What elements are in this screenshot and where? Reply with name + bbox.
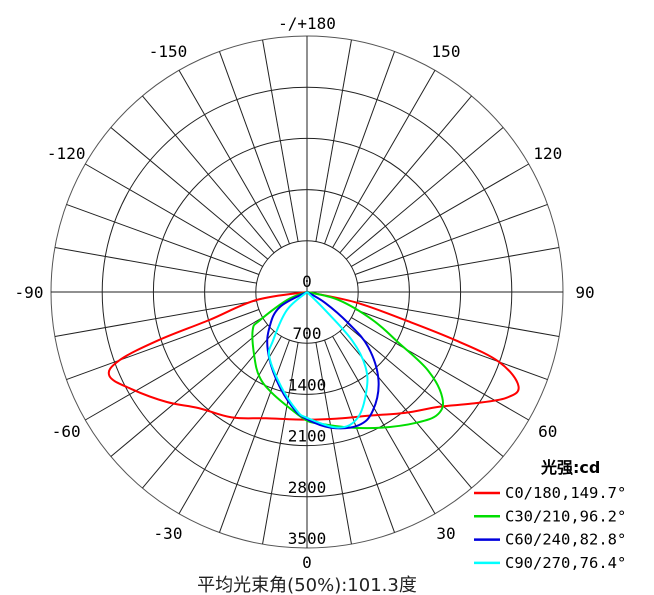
grid-spoke — [324, 339, 396, 533]
angle-label: -90 — [15, 283, 44, 302]
angle-label: 150 — [432, 42, 461, 61]
grid-spoke — [262, 342, 299, 545]
series-curve — [266, 291, 380, 430]
grid-spoke — [218, 51, 290, 245]
grid-spoke — [357, 300, 560, 337]
angle-label: -/+180 — [278, 14, 336, 33]
intensity-curves — [107, 291, 520, 430]
legend-entry: C0/180,149.7° — [505, 484, 626, 502]
grid-spoke — [54, 300, 257, 337]
series-curve — [267, 291, 369, 429]
radial-tick-label: 3500 — [288, 529, 327, 548]
series-curve — [251, 291, 445, 430]
angle-label: -150 — [149, 42, 188, 61]
series-curve — [107, 291, 520, 421]
grid-spoke — [178, 336, 282, 514]
grid-spoke — [357, 247, 560, 284]
radial-labels: 0 700 1400 2100 2800 3500 — [288, 272, 327, 548]
grid-spoke — [339, 95, 472, 254]
grid-spoke — [351, 317, 529, 421]
angle-label: 120 — [533, 144, 562, 163]
grid-spoke — [354, 309, 548, 381]
angle-label: -60 — [52, 422, 81, 441]
grid-spoke — [142, 330, 275, 489]
legend-title: 光强:cd — [540, 458, 600, 477]
legend: 光强:cd C0/180,149.7° C30/210,96.2° C60/240,… — [474, 458, 626, 572]
grid-spoke — [142, 95, 275, 254]
radial-tick-label: 700 — [293, 324, 322, 343]
grid-spoke — [262, 39, 299, 242]
grid-spoke — [315, 39, 352, 242]
radial-tick-label: 1400 — [288, 375, 327, 394]
grid-spoke — [66, 309, 260, 381]
grid-spoke — [218, 339, 290, 533]
angle-labels: 0 30 60 90 120 150 -/+180 -150 -120 -90 -60 -30 — [15, 14, 595, 572]
grid-spoke — [178, 70, 282, 248]
polar-grid — [50, 35, 564, 549]
grid-spoke — [110, 127, 269, 260]
angle-label: 0 — [302, 553, 312, 572]
legend-entry: C60/240,82.8° — [505, 531, 626, 549]
beam-angle-caption: 平均光束角(50%):101.3度 — [197, 575, 417, 595]
radial-tick-label: 2800 — [288, 478, 327, 497]
grid-spoke — [345, 324, 504, 457]
angle-label: -30 — [154, 524, 183, 543]
grid-spoke — [332, 336, 436, 514]
grid-spoke — [315, 342, 352, 545]
grid-spoke — [345, 127, 504, 260]
grid-spoke — [110, 324, 269, 457]
radial-tick-label: 0 — [302, 272, 312, 291]
legend-entry: C90/270,76.4° — [505, 554, 626, 572]
angle-label: 30 — [436, 524, 455, 543]
angle-label: 90 — [575, 283, 594, 302]
grid-spoke — [339, 330, 472, 489]
grid-spoke — [332, 70, 436, 248]
grid-spoke — [85, 163, 263, 267]
grid-spoke — [85, 317, 263, 421]
radial-tick-label: 2100 — [288, 427, 327, 446]
grid-spoke — [354, 203, 548, 275]
legend-entry: C30/210,96.2° — [505, 507, 626, 525]
angle-label: 60 — [538, 422, 557, 441]
grid-spoke — [324, 51, 396, 245]
grid-spoke — [351, 163, 529, 267]
grid-spoke — [54, 247, 257, 284]
grid-spoke — [66, 203, 260, 275]
angle-label: -120 — [47, 144, 86, 163]
